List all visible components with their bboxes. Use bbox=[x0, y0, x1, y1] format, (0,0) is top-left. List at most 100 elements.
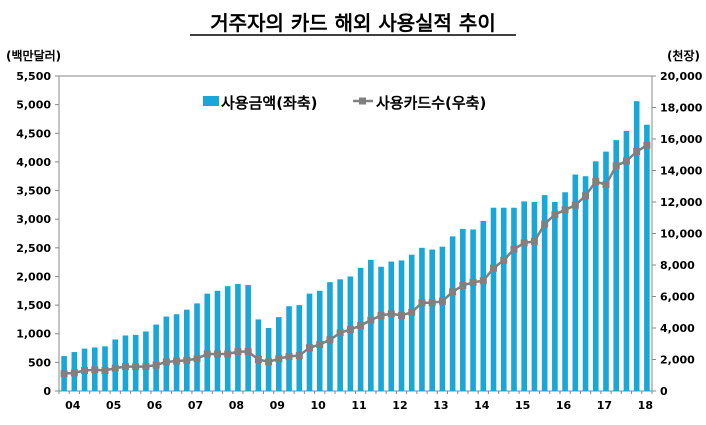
bar bbox=[255, 319, 262, 391]
line-point bbox=[213, 350, 221, 358]
left-tick-label: 5,000 bbox=[16, 99, 51, 112]
left-tick-label: 2,500 bbox=[16, 242, 51, 255]
bar bbox=[603, 151, 609, 391]
line-point bbox=[398, 311, 406, 319]
legend-label-bar: 사용금액(좌축) bbox=[221, 94, 318, 112]
left-tick-label: 0 bbox=[43, 385, 51, 398]
right-tick-label: 14,000 bbox=[660, 165, 703, 178]
line-point bbox=[561, 206, 569, 214]
left-axis-unit: (백만달러) bbox=[6, 48, 61, 63]
bar bbox=[460, 228, 466, 391]
bar-series bbox=[61, 101, 650, 391]
legend: 사용금액(좌축) 사용카드수(우축) bbox=[203, 94, 486, 112]
bar bbox=[582, 176, 589, 391]
line-point bbox=[70, 369, 78, 377]
bar bbox=[316, 290, 323, 391]
line-point bbox=[418, 299, 426, 307]
line-point bbox=[602, 181, 610, 189]
line-point bbox=[203, 350, 211, 358]
line-point bbox=[121, 363, 129, 371]
line-point bbox=[571, 201, 579, 209]
legend-swatch-bar bbox=[203, 96, 219, 106]
line-point bbox=[469, 278, 477, 286]
line-point bbox=[81, 367, 89, 375]
line-path bbox=[64, 144, 648, 375]
x-tick-label: 12 bbox=[392, 399, 407, 412]
line-point bbox=[285, 352, 293, 360]
x-tick-label: 17 bbox=[597, 399, 612, 412]
bar bbox=[521, 201, 528, 391]
bar bbox=[143, 331, 149, 391]
right-tick-label: 16,000 bbox=[660, 133, 703, 146]
left-tick-label: 3,500 bbox=[16, 185, 51, 198]
line-point bbox=[234, 348, 242, 356]
line-point bbox=[582, 192, 590, 200]
line-point bbox=[500, 256, 508, 264]
legend-label-line: 사용카드수(우축) bbox=[376, 94, 486, 112]
bar bbox=[531, 202, 538, 391]
axes: 05001,0001,5002,0002,5003,0003,5004,0004… bbox=[16, 70, 703, 412]
line-point bbox=[193, 355, 201, 363]
bar bbox=[306, 293, 313, 391]
line-series bbox=[60, 141, 651, 378]
bar bbox=[286, 306, 292, 391]
right-tick-label: 18,000 bbox=[660, 102, 703, 115]
right-tick-label: 8,000 bbox=[660, 259, 695, 272]
bar bbox=[541, 195, 548, 391]
bar bbox=[429, 249, 435, 391]
line-point bbox=[346, 326, 354, 334]
line-point bbox=[132, 363, 140, 371]
line-point bbox=[633, 148, 641, 156]
line-point bbox=[254, 356, 262, 363]
x-tick-label: 07 bbox=[188, 399, 203, 412]
left-tick-label: 3,000 bbox=[16, 213, 51, 226]
line-point bbox=[265, 358, 273, 366]
bar bbox=[398, 260, 405, 391]
x-tick-label: 16 bbox=[556, 399, 572, 412]
x-tick-label: 13 bbox=[433, 399, 448, 412]
bar bbox=[132, 334, 139, 391]
bar bbox=[347, 276, 354, 391]
x-tick-label: 15 bbox=[515, 399, 530, 412]
line-point bbox=[111, 364, 119, 372]
bar bbox=[204, 293, 211, 391]
bar bbox=[572, 174, 579, 391]
bar bbox=[613, 140, 620, 391]
bar bbox=[470, 229, 476, 391]
line-point bbox=[622, 157, 630, 165]
bar bbox=[592, 161, 599, 391]
line-point bbox=[612, 162, 620, 170]
bar bbox=[562, 192, 568, 391]
line-point bbox=[101, 367, 109, 375]
line-point bbox=[541, 220, 549, 228]
bar bbox=[183, 309, 190, 391]
line-point bbox=[336, 329, 344, 337]
right-tick-label: 2,000 bbox=[660, 354, 695, 367]
bar bbox=[480, 220, 487, 391]
bar bbox=[449, 236, 456, 391]
bar bbox=[552, 202, 558, 391]
line-point bbox=[530, 237, 538, 245]
left-tick-label: 5,500 bbox=[16, 70, 51, 83]
line-point bbox=[428, 299, 436, 307]
bar bbox=[245, 285, 251, 391]
right-axis-unit: (천장) bbox=[667, 48, 700, 63]
x-tick-label: 09 bbox=[270, 399, 285, 412]
left-tick-label: 4,000 bbox=[16, 156, 51, 169]
line-point bbox=[438, 297, 446, 305]
line-point bbox=[142, 363, 150, 371]
line-point bbox=[183, 356, 191, 364]
line-point bbox=[643, 141, 651, 149]
bar bbox=[408, 254, 415, 391]
x-tick-label: 06 bbox=[147, 399, 163, 412]
line-point bbox=[357, 322, 365, 330]
line-point bbox=[275, 355, 283, 363]
line-point bbox=[490, 264, 498, 272]
line-point bbox=[520, 239, 528, 247]
line-point bbox=[326, 336, 334, 344]
left-tick-label: 1,000 bbox=[16, 328, 51, 341]
bar bbox=[439, 246, 446, 391]
bar bbox=[490, 207, 497, 391]
left-tick-label: 4,500 bbox=[16, 127, 51, 140]
